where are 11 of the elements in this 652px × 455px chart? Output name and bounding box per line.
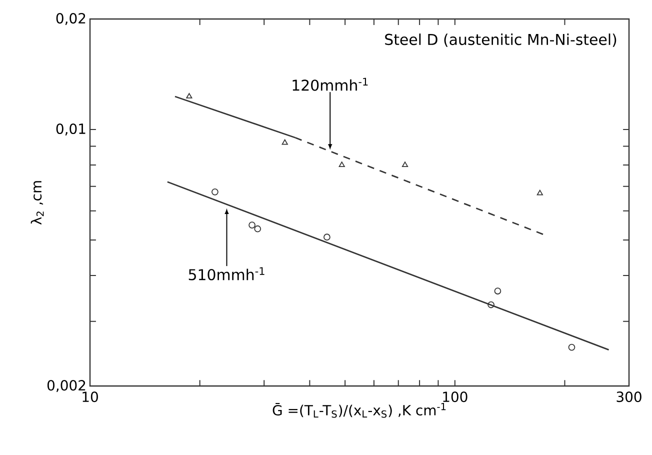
x-tick-label: 300	[616, 392, 642, 402]
annotation: Steel D (austenitic Mn-Ni-steel)	[385, 34, 616, 47]
x-tick-label: 10	[82, 392, 98, 402]
y-tick-label: 0,02	[56, 13, 86, 25]
annotation: 120mmh$^{-1}$	[292, 78, 368, 91]
y-tick-label: 0,002	[47, 380, 86, 392]
text: Ḡ =(T$_{L}$-T$_{S}$)/(x$_{L}$-x$_{S}$) ,K cm$^{-1}$	[272, 402, 446, 418]
y-tick-label: 0,01	[56, 123, 86, 136]
x-tick-label: 100	[443, 392, 468, 402]
y-axis-title: λ$_{2}$ ,cm	[30, 181, 44, 225]
annotation: 510mmh$^{-1}$	[188, 267, 264, 280]
